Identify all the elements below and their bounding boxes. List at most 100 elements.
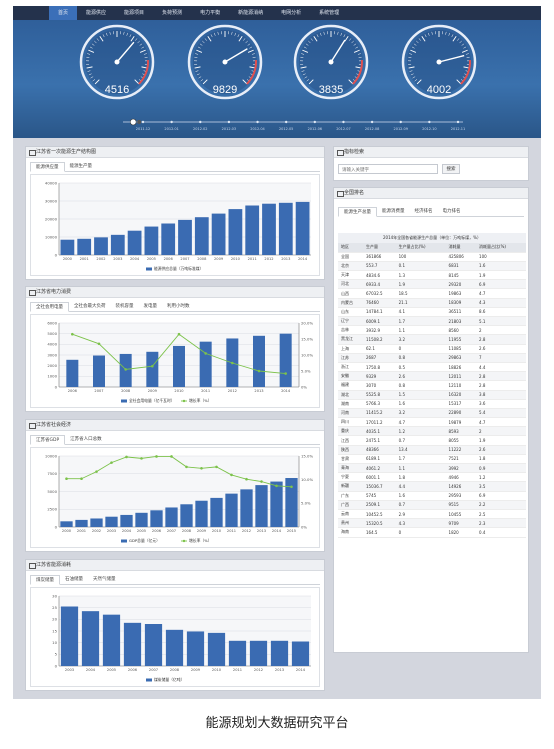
nav-item-6[interactable]: 电网分析 — [281, 10, 302, 16]
table-cell: 0.5 — [395, 362, 446, 373]
timeline-tick[interactable] — [370, 120, 374, 124]
column-header[interactable]: 生产量占比(%) — [395, 243, 446, 253]
table-cell: 18826 — [445, 362, 477, 373]
timeline-tick[interactable] — [456, 120, 460, 124]
timeline-tick[interactable] — [199, 120, 202, 124]
table-row[interactable]: 全国 361866 100 425806 100 — [338, 252, 526, 262]
table-row[interactable]: 陕西 48366 13.4 11222 2.6 — [338, 445, 526, 455]
nav-item-4[interactable]: 电力平衡 — [200, 10, 221, 16]
gauge-dial — [293, 24, 369, 100]
table-row[interactable]: 海南 164.5 0 1820 0.4 — [338, 527, 526, 538]
tab-1[interactable]: 能源生产量 — [69, 164, 93, 169]
tab-0[interactable]: 煤炭储量 — [30, 575, 60, 585]
column-header[interactable]: 消耗量占比(%) — [476, 243, 526, 253]
tab-0[interactable]: 全社会用电量 — [30, 302, 69, 312]
nav-item-1[interactable]: 能源供应 — [86, 10, 107, 16]
timeline-handle[interactable] — [129, 118, 137, 126]
table-row[interactable]: 重庆 4035.1 1.2 8593 2 — [338, 426, 526, 437]
table-row[interactable]: 吉林 3932.9 1.1 8560 2 — [338, 325, 526, 336]
y-tick-label: 0 — [55, 384, 58, 389]
tab-1[interactable]: 全社会最大负荷 — [74, 304, 106, 309]
table-row[interactable]: 北京 553.7 0.1 6831 1.6 — [338, 261, 526, 272]
search-input[interactable] — [338, 164, 438, 174]
table-row[interactable]: 江苏 2687 0.8 29863 7 — [338, 353, 526, 363]
tab-4[interactable]: 利用小时数 — [167, 304, 190, 309]
tab-1[interactable]: 能源消费量 — [382, 209, 405, 214]
table-cell: 18309 — [445, 298, 477, 308]
table-row[interactable]: 四川 17011.2 4.7 19879 4.7 — [338, 417, 526, 428]
table-row[interactable]: 内蒙古 76460 21.1 18309 4.3 — [338, 298, 526, 308]
timeline-tick[interactable] — [342, 120, 345, 124]
timeline-tick[interactable] — [428, 120, 431, 124]
tab-2[interactable]: 装机容量 — [115, 304, 134, 309]
table-row[interactable]: 黑龙江 11508.2 3.2 11955 2.8 — [338, 334, 526, 345]
tab-3[interactable]: 发电量 — [143, 304, 158, 309]
nav-item-2[interactable]: 能源项目 — [124, 10, 145, 16]
tab-3[interactable]: 电力排名 — [442, 209, 461, 214]
table-row[interactable]: 甘肃 6189.1 1.7 7521 1.8 — [338, 454, 526, 465]
nav-item-0[interactable]: 首页 — [49, 6, 78, 20]
timeline-slider[interactable]: 2011.12 2012.01 2012.02 2012.03 2012.04 2012.… — [113, 118, 473, 132]
growth-line — [66, 456, 292, 488]
timeline-tick[interactable] — [313, 120, 317, 124]
table-row[interactable]: 宁夏 6001.1 1.8 4946 1.2 — [338, 472, 526, 483]
line-point — [245, 477, 248, 481]
nav-item-5[interactable]: 新能源消纳 — [238, 10, 264, 16]
table-row[interactable]: 江西 2475.1 0.7 8055 1.9 — [338, 435, 526, 446]
table-cell: 湖北 — [338, 390, 364, 400]
bar — [207, 632, 226, 666]
table-header-row: 地区 生产量 生产量占比(%) 消耗量 消耗量占比(%) — [338, 243, 526, 253]
table-row[interactable]: 新疆 15036.7 4.4 14926 3.5 — [338, 481, 526, 492]
table-cell: 8055 — [445, 435, 477, 446]
table-row[interactable]: 福建 3070 0.8 12110 2.8 — [338, 380, 526, 391]
column-header[interactable]: 地区 — [338, 243, 364, 253]
gauge-needle — [224, 48, 248, 63]
table-row[interactable]: 山东 14784.1 4.1 36511 8.6 — [338, 307, 526, 318]
tab-2[interactable]: 天然气储量 — [93, 577, 116, 582]
table-row[interactable]: 广西 2509.1 0.7 9515 2.2 — [338, 500, 526, 510]
nav-item-7[interactable]: 系统管理 — [319, 10, 340, 16]
table-row[interactable]: 广东 5745 1.6 29593 6.9 — [338, 491, 526, 501]
timeline-tick[interactable] — [399, 120, 402, 124]
column-header[interactable]: 生产量 — [363, 243, 396, 253]
table-row[interactable]: 贵州 15320.5 4.3 9709 2.3 — [338, 518, 526, 529]
table-row[interactable]: 上海 62.1 0 11085 2.6 — [338, 344, 526, 354]
table-row[interactable]: 青海 4061.2 1.1 3992 0.9 — [338, 463, 526, 474]
panel-power-consumption: 江苏省电力消费 全社会用电量 全社会最大负荷 装机容量 发电量 利用小时数 0 1000 2… — [25, 286, 325, 412]
table-row[interactable]: 安徽 9329 2.6 12011 2.8 — [338, 371, 526, 382]
play-icon[interactable] — [137, 120, 142, 124]
table-row[interactable]: 河北 6933.4 1.9 29320 6.9 — [338, 279, 526, 290]
table-row[interactable]: 辽宁 6009.1 1.7 21803 5.1 — [338, 316, 526, 327]
y-tick-label: 20000 — [45, 216, 58, 221]
table-cell: 4035.1 — [363, 426, 396, 437]
table-row[interactable]: 天津 4834.6 1.3 8145 1.9 — [338, 270, 526, 281]
column-header[interactable]: 消耗量 — [445, 243, 477, 253]
search-button[interactable]: 搜索 — [442, 164, 460, 174]
table-row[interactable]: 湖南 5766.3 1.6 15317 3.6 — [338, 399, 526, 409]
timeline-tick[interactable] — [256, 120, 259, 124]
panel-title: 江苏省能源消耗 — [26, 560, 324, 571]
tab-0[interactable]: 能源供应量 — [30, 162, 65, 172]
timeline-tick[interactable] — [284, 120, 288, 124]
nav-item-3[interactable]: 负荷预测 — [162, 10, 183, 16]
table-row[interactable]: 河南 11415.2 3.2 22890 5.4 — [338, 408, 526, 419]
bar — [262, 203, 276, 255]
tab-2[interactable]: 经济排名 — [414, 209, 433, 214]
table-row[interactable]: 湖北 5525.8 1.5 16320 3.8 — [338, 390, 526, 400]
timeline-tick[interactable] — [141, 120, 145, 124]
tab-0[interactable]: 能源生产总量 — [338, 207, 377, 217]
timeline-tick[interactable] — [227, 120, 231, 124]
table-cell: 2.9 — [395, 509, 446, 520]
x-tick-label: 2005 — [147, 257, 156, 261]
table-cell: 76460 — [363, 298, 396, 308]
tab-0[interactable]: 江苏省GDP — [30, 435, 66, 445]
tab-1[interactable]: 石油储量 — [65, 577, 83, 582]
table-cell: 3.5 — [476, 481, 526, 492]
table-row[interactable]: 浙江 1750.8 0.5 18826 4.4 — [338, 362, 526, 373]
table-cell: 6831 — [445, 261, 477, 272]
timeline-tick[interactable] — [170, 120, 173, 124]
x-tick-label: 2008 — [121, 389, 131, 393]
table-row[interactable]: 云南 10452.5 2.9 10455 2.5 — [338, 509, 526, 520]
table-row[interactable]: 山西 67032.5 18.5 19863 4.7 — [338, 288, 526, 299]
tab-1[interactable]: 江苏省人口总数 — [70, 437, 102, 442]
